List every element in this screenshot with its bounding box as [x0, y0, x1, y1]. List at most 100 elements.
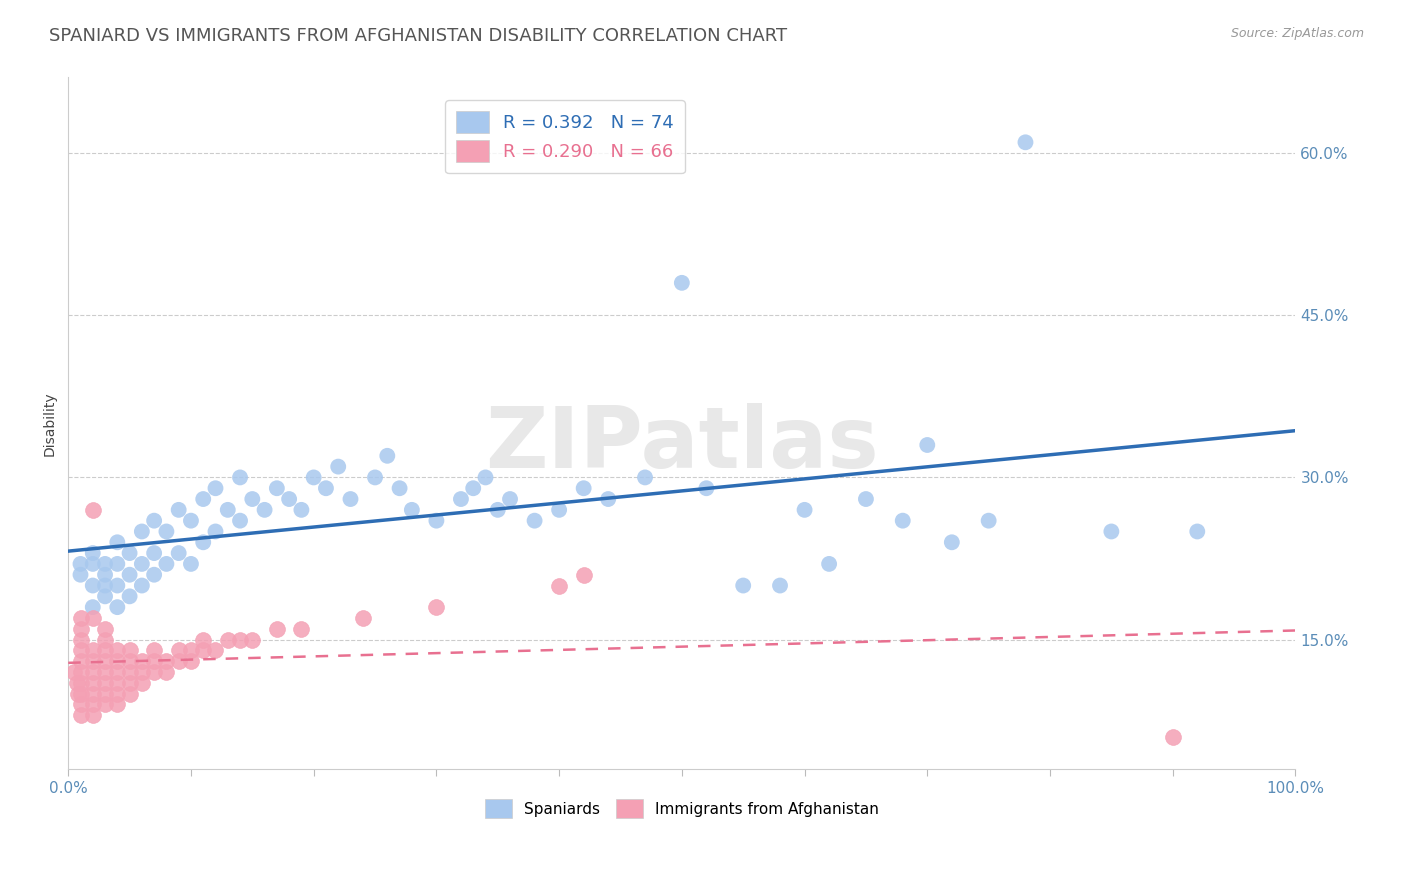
Point	[118, 590, 141, 604]
Point	[917, 438, 939, 452]
Point	[118, 643, 141, 657]
Point	[167, 546, 190, 560]
Point	[180, 643, 202, 657]
Point	[105, 687, 128, 701]
Point	[180, 557, 202, 571]
Point	[82, 687, 104, 701]
Point	[143, 643, 166, 657]
Point	[69, 654, 91, 668]
Point	[105, 535, 128, 549]
Point	[82, 698, 104, 712]
Point	[69, 665, 91, 679]
Point	[94, 567, 117, 582]
Point	[105, 654, 128, 668]
Point	[118, 675, 141, 690]
Point	[82, 546, 104, 560]
Point	[388, 481, 411, 495]
Point	[548, 578, 571, 592]
Point	[105, 675, 128, 690]
Point	[229, 514, 252, 528]
Point	[118, 654, 141, 668]
Point	[1099, 524, 1122, 539]
Point	[193, 643, 215, 657]
Point	[143, 546, 166, 560]
Point	[1161, 730, 1184, 744]
Point	[69, 557, 91, 571]
Point	[105, 698, 128, 712]
Point	[204, 643, 226, 657]
Point	[131, 654, 153, 668]
Point	[217, 503, 239, 517]
Point	[82, 611, 104, 625]
Point	[131, 557, 153, 571]
Point	[818, 557, 841, 571]
Point	[105, 557, 128, 571]
Point	[82, 665, 104, 679]
Point	[793, 503, 815, 517]
Point	[328, 459, 350, 474]
Point	[855, 491, 877, 506]
Point	[69, 643, 91, 657]
Point	[1014, 136, 1036, 150]
Point	[118, 546, 141, 560]
Point	[671, 276, 693, 290]
Point	[82, 600, 104, 615]
Point	[105, 665, 128, 679]
Point	[94, 654, 117, 668]
Point	[155, 665, 177, 679]
Point	[180, 514, 202, 528]
Point	[131, 524, 153, 539]
Point	[229, 470, 252, 484]
Point	[375, 449, 398, 463]
Point	[105, 578, 128, 592]
Point	[94, 590, 117, 604]
Point	[167, 643, 190, 657]
Text: SPANIARD VS IMMIGRANTS FROM AFGHANISTAN DISABILITY CORRELATION CHART: SPANIARD VS IMMIGRANTS FROM AFGHANISTAN …	[49, 27, 787, 45]
Point	[118, 665, 141, 679]
Point	[69, 567, 91, 582]
Point	[474, 470, 496, 484]
Point	[67, 687, 90, 701]
Point	[634, 470, 657, 484]
Point	[69, 632, 91, 647]
Point	[523, 514, 546, 528]
Point	[977, 514, 1000, 528]
Point	[82, 708, 104, 723]
Point	[486, 503, 509, 517]
Point	[352, 611, 374, 625]
Point	[193, 632, 215, 647]
Point	[193, 535, 215, 549]
Point	[63, 665, 86, 679]
Point	[94, 578, 117, 592]
Point	[217, 632, 239, 647]
Point	[941, 535, 963, 549]
Point	[66, 675, 89, 690]
Point	[339, 491, 361, 506]
Point	[69, 622, 91, 636]
Legend: Spaniards, Immigrants from Afghanistan: Spaniards, Immigrants from Afghanistan	[478, 793, 886, 824]
Point	[167, 503, 190, 517]
Point	[131, 665, 153, 679]
Point	[278, 491, 301, 506]
Point	[290, 503, 312, 517]
Point	[143, 567, 166, 582]
Point	[94, 557, 117, 571]
Point	[118, 567, 141, 582]
Point	[769, 578, 792, 592]
Point	[155, 654, 177, 668]
Y-axis label: Disability: Disability	[44, 391, 58, 456]
Point	[155, 524, 177, 539]
Point	[548, 503, 571, 517]
Point	[131, 578, 153, 592]
Point	[1187, 524, 1209, 539]
Point	[193, 491, 215, 506]
Point	[105, 643, 128, 657]
Point	[143, 654, 166, 668]
Point	[891, 514, 914, 528]
Point	[82, 675, 104, 690]
Point	[94, 675, 117, 690]
Point	[695, 481, 717, 495]
Point	[69, 675, 91, 690]
Point	[94, 622, 117, 636]
Point	[240, 632, 263, 647]
